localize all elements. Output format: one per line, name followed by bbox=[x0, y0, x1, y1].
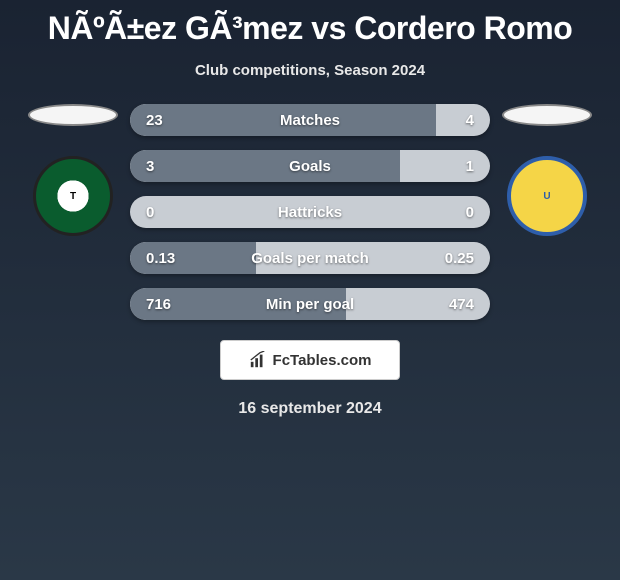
stat-fill-left bbox=[130, 150, 400, 182]
stat-value-right: 474 bbox=[449, 296, 474, 313]
right-logo-letter: U bbox=[543, 191, 550, 202]
brand-text: FcTables.com bbox=[273, 352, 372, 369]
left-logo-letter: T bbox=[70, 191, 76, 202]
stats-column: 23 Matches 4 3 Goals 1 0 Hattricks 0 0.13 Goals pe… bbox=[130, 104, 490, 320]
subtitle: Club competitions, Season 2024 bbox=[195, 62, 425, 79]
stat-value-left: 0.13 bbox=[146, 250, 175, 267]
stat-bar: 0.13 Goals per match 0.25 bbox=[130, 242, 490, 274]
stat-value-right: 0.25 bbox=[445, 250, 474, 267]
stat-value-right: 0 bbox=[466, 204, 474, 221]
stat-label: Matches bbox=[280, 112, 340, 129]
date-label: 16 september 2024 bbox=[238, 400, 381, 418]
stat-label: Goals per match bbox=[251, 250, 369, 267]
stat-value-right: 4 bbox=[466, 112, 474, 129]
stat-value-left: 716 bbox=[146, 296, 171, 313]
page-title: NÃºÃ±ez GÃ³mez vs Cordero Romo bbox=[48, 10, 573, 47]
stat-label: Hattricks bbox=[278, 204, 342, 221]
stat-value-right: 1 bbox=[466, 158, 474, 175]
right-player-col: U bbox=[502, 104, 592, 236]
stat-value-left: 3 bbox=[146, 158, 154, 175]
stat-value-left: 23 bbox=[146, 112, 163, 129]
stat-bar: 716 Min per goal 474 bbox=[130, 288, 490, 320]
stat-label: Min per goal bbox=[266, 296, 354, 313]
stat-label: Goals bbox=[289, 158, 331, 175]
stat-bar: 3 Goals 1 bbox=[130, 150, 490, 182]
left-club-logo-icon: T bbox=[33, 156, 113, 236]
left-flag-icon bbox=[28, 104, 118, 126]
comparison-area: T 23 Matches 4 3 Goals 1 0 Hattricks 0 0.13 Goals … bbox=[0, 104, 620, 320]
stat-bar: 0 Hattricks 0 bbox=[130, 196, 490, 228]
stat-value-left: 0 bbox=[146, 204, 154, 221]
right-flag-icon bbox=[502, 104, 592, 126]
right-club-logo-icon: U bbox=[507, 156, 587, 236]
brand-badge: FcTables.com bbox=[220, 340, 401, 380]
stat-bar: 23 Matches 4 bbox=[130, 104, 490, 136]
left-player-col: T bbox=[28, 104, 118, 236]
chart-icon bbox=[249, 351, 267, 369]
